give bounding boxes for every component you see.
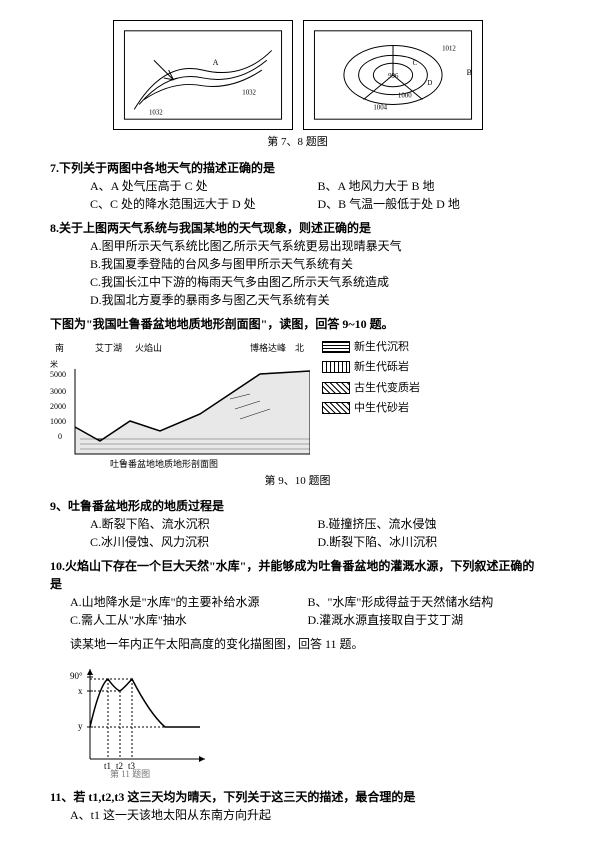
q7-opt-c: C、C 处的降水范围远大于 D 处 [90,195,318,213]
legend-label-1: 新生代砾岩 [354,359,409,376]
geo-caption: 第 9、10 题图 [50,473,545,490]
svg-text:90°: 90° [70,671,83,681]
q7-opt-d: D、B 气温一般低于处 D 地 [318,195,546,213]
svg-text:996: 996 [388,73,399,80]
q10-opt-b: B、"水库"形成得益于天然储水结构 [308,593,546,611]
q9-opt-d: D.断裂下陷、冰川沉积 [318,533,546,551]
svg-text:1000: 1000 [397,93,411,100]
svg-text:吐鲁番盆地地质地形剖面图: 吐鲁番盆地地质地形剖面图 [110,458,218,469]
q8-opt-c: C.我国长江中下游的梅雨天气多由图乙所示天气系统造成 [90,273,545,291]
geo-profile-chart: 南 艾丁湖 火焰山 博格达峰 北 米 5000 3000 2000 1000 0… [50,339,310,469]
intro-11: 读某地一年内正午太阳高度的变化描图图，回答 11 题。 [50,635,545,653]
legend-item-0: 新生代沉积 [322,339,420,356]
geo-section: 南 艾丁湖 火焰山 博格达峰 北 米 5000 3000 2000 1000 0… [50,339,545,469]
svg-text:第 11 题图: 第 11 题图 [110,768,150,779]
question-8: 8.关于上图两天气系统与我国某地的天气现象，则述正确的是 A.图甲所示天气系统比… [50,219,545,309]
q9-opt-b: B.碰撞挤压、流水侵蚀 [318,515,546,533]
svg-text:1004: 1004 [373,104,387,111]
intro-9-10: 下图为"我国吐鲁番盆地地质地形剖面图"，读图，回答 9~10 题。 [50,315,545,333]
q10-stem: 10.火焰山下存在一个巨大天然"水库"，并能够成为吐鲁番盆地的灌溉水源，下列叙述… [50,557,545,593]
weather-map-left: A 1032 1032 [113,20,293,130]
svg-text:D: D [427,80,432,87]
svg-text:1000: 1000 [50,417,66,426]
svg-text:0: 0 [58,432,62,441]
svg-text:5000: 5000 [50,370,66,379]
q7-opt-a: A、A 处气压高于 C 处 [90,177,318,195]
q8-opt-d: D.我国北方夏季的暴雨多与图乙天气系统有关 [90,291,545,309]
legend-label-2: 古生代变质岩 [354,380,420,397]
weather-caption: 第 7、8 题图 [50,134,545,151]
svg-text:火焰山: 火焰山 [135,342,162,353]
map-label-1032a: 1032 [242,90,256,97]
q11-stem: 11、若 t1,t2,t3 这三天均为晴天，下列关于这三天的描述，最合理的是 [50,788,545,806]
swatch-icon [322,402,350,414]
svg-text:博格达峰: 博格达峰 [250,342,286,353]
q9-opt-c: C.冰川侵蚀、风力沉积 [90,533,318,551]
map-label-b: B [466,68,471,77]
map-label-1032b: 1032 [149,109,163,116]
svg-text:y: y [78,721,83,731]
swatch-icon [322,361,350,373]
legend-item-3: 中生代砂岩 [322,400,420,417]
weather-map-right: B 1004 1000 996 1012 C D [303,20,483,130]
legend-item-2: 古生代变质岩 [322,380,420,397]
question-10: 10.火焰山下存在一个巨大天然"水库"，并能够成为吐鲁番盆地的灌溉水源，下列叙述… [50,557,545,629]
svg-text:C: C [412,60,417,67]
svg-text:北: 北 [295,343,304,353]
q9-opt-a: A.断裂下陷、流水沉积 [90,515,318,533]
q8-stem: 8.关于上图两天气系统与我国某地的天气现象，则述正确的是 [50,219,545,237]
svg-text:2000: 2000 [50,402,66,411]
swatch-icon [322,341,350,353]
svg-text:1012: 1012 [442,45,456,52]
question-9: 9、吐鲁番盆地形成的地质过程是 A.断裂下陷、流水沉积 B.碰撞挤压、流水侵蚀 … [50,497,545,551]
sun-altitude-chart: 90° x y t1 t2 t3 第 11 题图 [70,659,210,779]
svg-text:3000: 3000 [50,387,66,396]
q7-stem: 7.下列关于两图中各地天气的描述正确的是 [50,159,545,177]
question-7: 7.下列关于两图中各地天气的描述正确的是 A、A 处气压高于 C 处 B、A 地… [50,159,545,213]
svg-text:南: 南 [55,342,64,353]
q10-opt-c: C.需人工从"水库"抽水 [70,611,308,629]
svg-text:艾丁湖: 艾丁湖 [95,343,122,353]
q7-opt-b: B、A 地风力大于 B 地 [318,177,546,195]
svg-text:x: x [78,686,83,696]
legend-label-3: 中生代砂岩 [354,400,409,417]
geo-legend: 新生代沉积 新生代砾岩 古生代变质岩 中生代砂岩 [322,339,420,421]
swatch-icon [322,382,350,394]
legend-label-0: 新生代沉积 [354,339,409,356]
q10-opt-a: A.山地降水是"水库"的主要补给水源 [70,593,308,611]
q8-opt-b: B.我国夏季登陆的台风多与图甲所示天气系统有关 [90,255,545,273]
q9-stem: 9、吐鲁番盆地形成的地质过程是 [50,497,545,515]
map-label-a: A [212,58,218,67]
question-11: 11、若 t1,t2,t3 这三天均为晴天，下列关于这三天的描述，最合理的是 A… [50,788,545,824]
svg-text:米: 米 [50,359,58,369]
q10-opt-d: D.灌溉水源直接取自于艾丁湖 [308,611,546,629]
q11-opt-a: A、t1 这一天该地太阳从东南方向升起 [70,806,545,824]
q8-opt-a: A.图甲所示天气系统比图乙所示天气系统更易出现晴暴天气 [90,237,545,255]
weather-maps-row: A 1032 1032 B 1004 1000 996 1012 C D [50,20,545,130]
legend-item-1: 新生代砾岩 [322,359,420,376]
